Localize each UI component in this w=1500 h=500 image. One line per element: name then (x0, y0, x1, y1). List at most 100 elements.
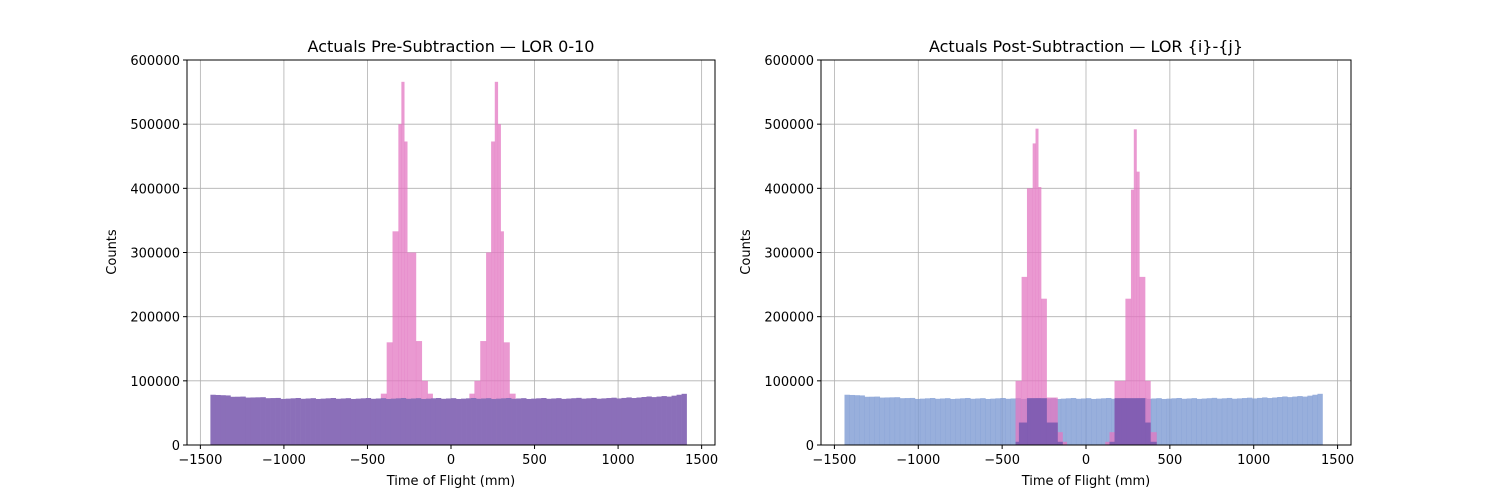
histogram-bar (395, 398, 402, 445)
histogram-bar (435, 397, 442, 445)
histogram-bar (1201, 398, 1208, 445)
x-tick-label: −1500 (812, 453, 856, 468)
histogram-bar (1046, 397, 1058, 445)
histogram-bar (1026, 398, 1047, 445)
histogram-bar (315, 398, 321, 445)
x-axis-ticks: −1500 −1000 −500 0 500 1000 1500 (178, 445, 718, 468)
histogram-bar (536, 398, 542, 445)
histogram-bar (671, 395, 677, 445)
histogram-bar (1191, 398, 1197, 445)
histogram-bar (466, 398, 472, 445)
histogram-bar (280, 398, 286, 445)
histogram-bar (1057, 432, 1063, 445)
histogram-bar (1226, 397, 1233, 445)
histogram-bar (425, 398, 432, 445)
histogram-bar (1010, 398, 1016, 445)
histogram-bar (1307, 395, 1313, 445)
histogram-bar (1151, 398, 1157, 445)
histogram-bar (392, 231, 399, 445)
y-tick-label: 0 (172, 439, 180, 454)
histogram-bar (874, 396, 881, 445)
x-tick-label: 1000 (602, 453, 635, 468)
histogram-bar (480, 341, 487, 445)
histogram-bar (1241, 398, 1248, 445)
histogram-bar (1196, 398, 1203, 445)
histogram-bar (1150, 441, 1157, 445)
histogram-bar (380, 398, 387, 445)
histogram-bar (1257, 397, 1263, 445)
histogram-bar (404, 141, 408, 445)
histogram-bar (561, 398, 567, 445)
histogram-bar (350, 398, 357, 445)
x-tick-label: 500 (1157, 453, 1182, 468)
histogram-bar (405, 398, 412, 445)
histogram-bar (531, 398, 537, 445)
histogram-bar (1156, 398, 1162, 445)
histogram-bar (1106, 397, 1112, 445)
histogram-bar (1145, 422, 1151, 445)
histogram-bar (1032, 143, 1036, 445)
histogram-series (1015, 398, 1157, 445)
histogram-bar (215, 394, 221, 445)
histogram-bar (1130, 189, 1135, 445)
histogram-bar (1046, 422, 1058, 445)
histogram-bar (335, 398, 342, 445)
chart-title: Actuals Pre-Subtraction — LOR 0-10 (308, 37, 595, 56)
histogram-bar (1062, 441, 1068, 445)
histogram-bar (1231, 398, 1238, 445)
x-tick-label: −500 (350, 453, 386, 468)
histogram-bar (1221, 398, 1228, 445)
x-tick-label: 0 (1082, 453, 1090, 468)
histogram-bar (1105, 441, 1110, 445)
histogram-bar (879, 397, 886, 445)
histogram-bar (1080, 398, 1087, 445)
histogram-bar (859, 395, 865, 445)
histogram-bar (290, 398, 296, 445)
histogram-bar (511, 398, 517, 445)
histogram-bar (220, 395, 226, 445)
histogram-series (844, 393, 1323, 445)
histogram-bar (551, 398, 557, 445)
histogram-bar (1091, 398, 1097, 445)
histogram-bar (950, 398, 956, 445)
histogram-bar (430, 398, 437, 445)
histogram-bar (285, 398, 291, 445)
histogram-bar (506, 397, 512, 445)
histogram-bar (521, 398, 527, 445)
histogram-bar (1282, 396, 1288, 445)
histogram-bar (325, 398, 331, 445)
histogram-bar (1161, 398, 1167, 445)
histogram-bar (1317, 393, 1323, 445)
histogram-bar (616, 398, 622, 445)
histogram-bar (401, 81, 405, 446)
histogram-bar (526, 398, 532, 445)
histogram-bar (1015, 380, 1022, 445)
histogram-bar (375, 398, 382, 445)
histogram-bar (1075, 398, 1082, 445)
histogram-bar (1176, 397, 1182, 445)
histogram-bar (965, 397, 971, 445)
histogram-bar (225, 395, 231, 445)
histogram-bar (621, 397, 627, 445)
histogram-bar (1057, 441, 1063, 445)
chart-title: Actuals Post-Subtraction — LOR {i}-{j} (929, 37, 1243, 56)
histogram-bar (1247, 397, 1253, 445)
histogram-bar (636, 397, 642, 445)
histogram-bar (486, 252, 492, 445)
histogram-bar (345, 398, 352, 445)
y-axis-ticks: 0 100000 200000 300000 400000 500000 600000 (764, 54, 821, 454)
histogram-bar (1272, 397, 1278, 445)
histogram-bar (230, 396, 236, 445)
histogram-bar (1267, 398, 1273, 445)
histogram-bar (646, 396, 652, 445)
histogram-bar (904, 398, 911, 445)
y-tick-label: 100000 (764, 375, 814, 390)
histogram-bar (240, 396, 246, 445)
grid-lines (821, 59, 1351, 446)
histogram-bar (1287, 397, 1293, 445)
histogram-bar (611, 397, 617, 445)
histogram-bar (501, 398, 507, 445)
histogram-bar (1312, 394, 1318, 445)
x-tick-label: −1000 (896, 453, 940, 468)
